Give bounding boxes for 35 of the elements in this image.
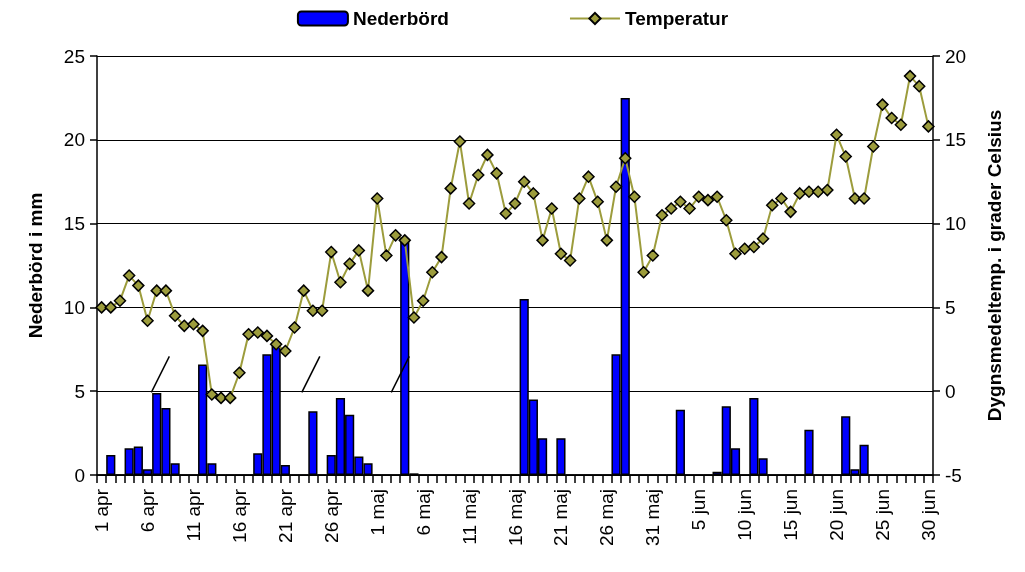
y-axis-title: Nederbörd i mm — [25, 192, 46, 339]
x-tick-label: 11 maj — [458, 489, 480, 545]
x-tick-label: 31 maj — [642, 489, 664, 547]
y-tick-label: 5 — [74, 380, 85, 402]
y-tick-label: 20 — [63, 129, 85, 151]
x-tick-label: 6 apr — [137, 488, 159, 533]
x-tick-label: 15 jun — [780, 489, 802, 541]
x-tick-label: 26 apr — [320, 488, 342, 543]
x-tick-label: 1 maj — [366, 489, 388, 536]
x-tick-label: 25 jun — [871, 489, 893, 541]
y2-axis-title: Dygnsmedeltemp. i grader Celsius — [984, 109, 1005, 422]
x-tick-label: 6 maj — [412, 489, 434, 536]
y2-tick-label: 0 — [945, 380, 956, 402]
x-tick-label: 16 apr — [228, 488, 250, 543]
x-tick-label: 21 apr — [274, 488, 296, 543]
y2-tick-label: 5 — [945, 296, 956, 318]
x-tick-label: 5 jun — [688, 489, 710, 531]
x-tick-label: 20 jun — [826, 489, 848, 541]
x-tick-label: 30 jun — [917, 489, 939, 541]
legend-label: Nederbörd — [352, 8, 449, 29]
y-tick-label: 10 — [63, 296, 85, 318]
y2-tick-label: 15 — [945, 129, 967, 151]
y2-tick-label: 20 — [945, 45, 967, 67]
x-tick-label: 11 apr — [182, 488, 204, 542]
y-tick-label: 25 — [63, 45, 85, 67]
x-tick-label: 16 maj — [504, 489, 526, 547]
x-tick-label: 10 jun — [734, 489, 756, 541]
y-tick-label: 15 — [63, 213, 85, 235]
y2-tick-label: 10 — [945, 213, 967, 235]
x-tick-label: 26 maj — [596, 489, 618, 547]
x-tick-label: 21 maj — [550, 489, 572, 547]
legend-label: Temperatur — [624, 8, 729, 29]
x-tick-label: 1 apr — [91, 488, 113, 533]
y2-tick-label: -5 — [945, 464, 962, 486]
y-tick-label: 0 — [74, 464, 85, 486]
